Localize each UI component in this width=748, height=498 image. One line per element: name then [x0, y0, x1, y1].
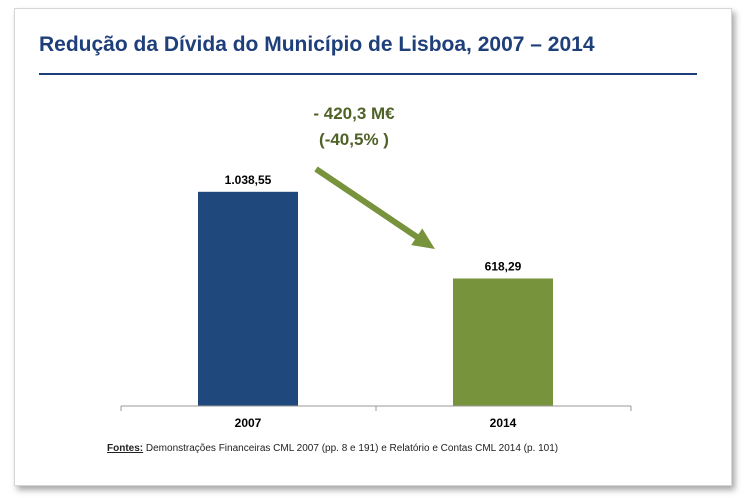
bar-chart: 1.038,55 618,29 2007 2014 - 420,3 M€ (-4… [120, 104, 632, 430]
x-tick-label-2014: 2014 [490, 416, 517, 430]
bar-2007 [198, 191, 298, 406]
chart-title: Redução da Dívida do Município de Lisboa… [39, 33, 595, 56]
slide: Redução da Dívida do Município de Lisboa… [14, 8, 732, 486]
annotation-amount: - 420,3 M€ [313, 104, 395, 123]
annotation-percent: (-40,5% ) [319, 130, 389, 149]
decrease-arrow [314, 166, 435, 250]
title-underline [39, 73, 697, 75]
source-text: Demonstrações Financeiras CML 2007 (pp. … [143, 443, 559, 454]
source-note: Fontes: Demonstrações Financeiras CML 20… [107, 443, 558, 454]
x-tick-label-2007: 2007 [235, 416, 262, 430]
value-label-2014: 618,29 [485, 259, 522, 273]
source-label: Fontes: [107, 443, 144, 454]
value-label-2007: 1.038,55 [225, 173, 272, 187]
bar-2014 [453, 278, 553, 406]
